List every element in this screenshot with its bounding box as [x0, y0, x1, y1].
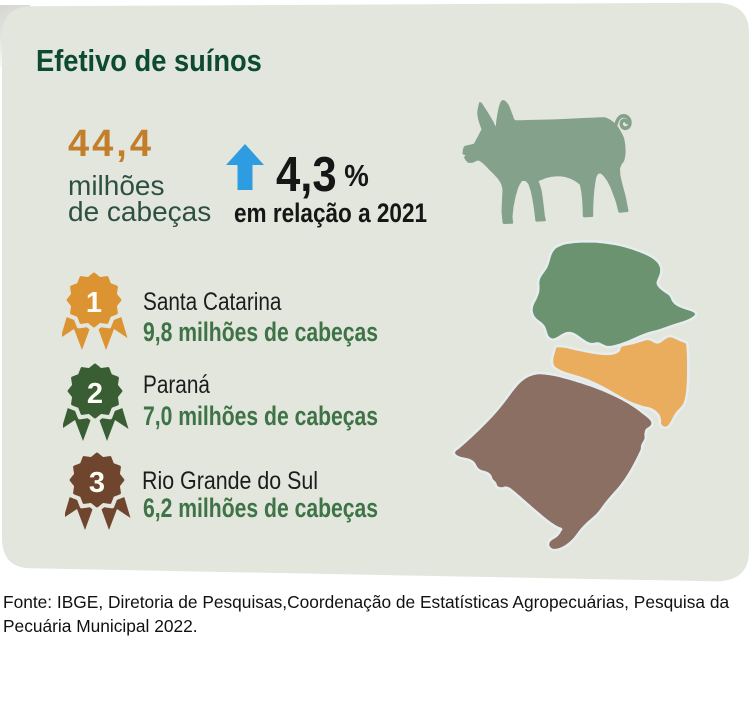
- svg-text:3: 3: [89, 467, 105, 499]
- svg-text:1: 1: [86, 287, 102, 319]
- svg-text:2: 2: [87, 378, 103, 410]
